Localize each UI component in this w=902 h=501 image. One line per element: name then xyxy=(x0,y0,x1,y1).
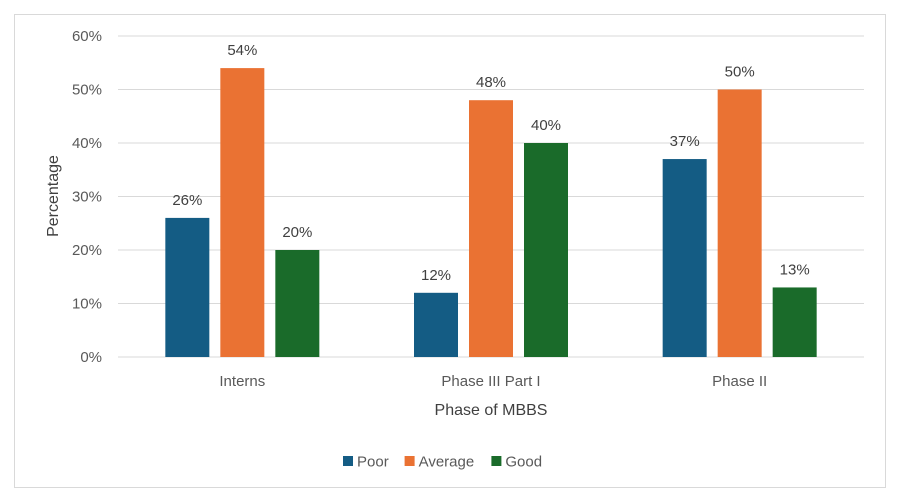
bar-average-1 xyxy=(220,68,265,357)
legend-swatch xyxy=(343,456,353,466)
legend-label: Average xyxy=(419,454,475,471)
x-tick-label: Phase III Part I xyxy=(441,373,540,390)
legend-item: Good xyxy=(491,454,542,471)
y-tick-label: 0% xyxy=(80,349,102,366)
legend-swatch xyxy=(491,456,502,466)
bar-average-2 xyxy=(469,100,513,357)
bars xyxy=(165,68,817,357)
bar-poor-1 xyxy=(165,217,210,357)
legend-item: Poor xyxy=(343,454,389,471)
bar-good-2 xyxy=(524,143,568,357)
data-label: 20% xyxy=(282,224,312,241)
x-axis-ticks: Interns Phase III Part I Phase II xyxy=(219,373,767,390)
x-axis-label: Phase of MBBS xyxy=(435,402,548,419)
data-label: 26% xyxy=(172,192,202,209)
data-label: 54% xyxy=(227,42,257,59)
y-axis-ticks: 0% 10% 20% 30% 40% 50% 60% xyxy=(72,28,102,366)
legend-label: Poor xyxy=(357,454,389,471)
legend-swatch xyxy=(404,456,415,466)
y-tick-label: 40% xyxy=(72,135,102,152)
bar-good-3 xyxy=(772,287,817,357)
y-tick-label: 10% xyxy=(72,296,102,313)
bar-poor-3 xyxy=(662,159,707,357)
x-tick-label: Interns xyxy=(219,373,265,390)
bar-average-3 xyxy=(717,89,762,357)
bar-poor-2 xyxy=(414,292,458,357)
y-tick-label: 30% xyxy=(72,189,102,206)
y-axis-label: Percentage xyxy=(45,155,62,237)
data-label: 37% xyxy=(670,133,700,150)
data-label: 12% xyxy=(421,267,451,284)
data-label: 50% xyxy=(725,64,755,81)
data-label: 13% xyxy=(780,261,810,278)
y-tick-label: 50% xyxy=(72,82,102,99)
legend: Poor Average Good xyxy=(343,454,542,471)
y-tick-label: 20% xyxy=(72,242,102,259)
data-label: 48% xyxy=(476,74,506,91)
legend-item: Average xyxy=(404,454,475,471)
bar-good-1 xyxy=(275,250,320,357)
data-labels: 26% 54% 20% 12% 48% 40% 37% 50% 13% xyxy=(172,42,809,284)
y-tick-label: 60% xyxy=(72,28,102,45)
legend-label: Good xyxy=(505,454,542,471)
x-tick-label: Phase II xyxy=(712,373,767,390)
data-label: 40% xyxy=(531,117,561,134)
